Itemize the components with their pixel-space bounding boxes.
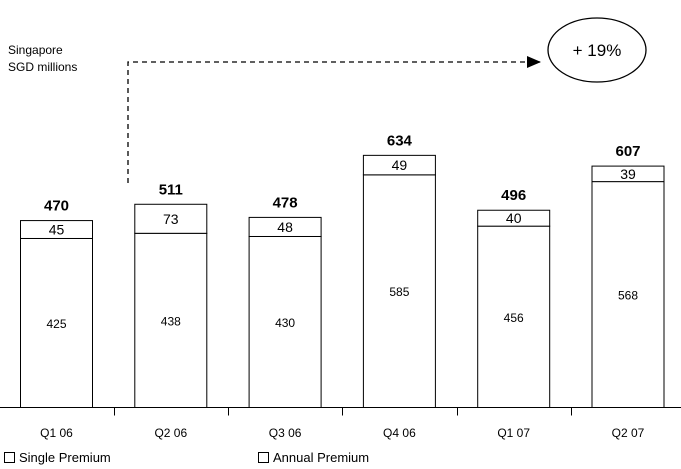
data-label-annual-premium-q4-06: 49 (392, 157, 408, 173)
bar-single-premium-q3-06 (248, 235, 322, 408)
legend-swatch-single-premium (4, 452, 15, 463)
x-tick-label-q1-06: Q1 06 (40, 426, 73, 440)
data-label-annual-premium-q2-07: 39 (620, 166, 636, 182)
data-label-single-premium-q1-06: 425 (46, 317, 66, 331)
data-label-single-premium-q4-06: 585 (389, 285, 409, 299)
bar-single-premium-q2-06 (134, 232, 208, 408)
total-label-q1-07: 496 (501, 187, 526, 204)
bar-annual-premium-q3-06 (248, 216, 322, 237)
bar-single-premium-q1-06 (20, 237, 93, 408)
bar-annual-premium-q2-07 (591, 165, 665, 183)
caption-line-1: Singapore (8, 43, 63, 57)
x-tick-label-q4-06: Q4 06 (383, 426, 416, 440)
x-tick-label-q1-07: Q1 07 (497, 426, 530, 440)
data-label-annual-premium-q3-06: 48 (277, 219, 293, 235)
total-label-q4-06: 634 (387, 132, 413, 149)
legend-label-annual-premium: Annual Premium (273, 450, 370, 465)
labels-group: 425 45 470 438 73 511 430 48 478 585 49 634 456 40 496… (44, 132, 641, 331)
x-tick-label-q3-06: Q3 06 (269, 426, 302, 440)
legend-label-single-premium: Single Premium (19, 450, 111, 465)
data-label-single-premium-q2-07: 568 (618, 289, 638, 303)
x-ticks-group: Q1 06 Q2 06 Q3 06 Q4 06 Q1 07 Q2 07 (40, 407, 645, 440)
chart-caption: Singapore SGD millions (8, 42, 77, 76)
bars-group (20, 154, 665, 408)
bar-annual-premium-q1-06 (20, 220, 93, 239)
legend-swatch-annual-premium (258, 452, 269, 463)
bar-annual-premium-q2-06 (134, 203, 208, 234)
legend-item-single-premium: Single Premium (4, 450, 111, 465)
legend-item-annual-premium: Annual Premium (258, 450, 369, 465)
data-label-annual-premium-q1-06: 45 (49, 222, 65, 238)
total-label-q3-06: 478 (273, 194, 298, 211)
data-label-single-premium-q2-06: 438 (161, 314, 181, 328)
data-label-annual-premium-q1-07: 40 (506, 210, 522, 226)
total-label-q1-06: 470 (44, 198, 69, 215)
growth-callout-text: + 19% (573, 41, 622, 60)
data-label-single-premium-q3-06: 430 (275, 316, 295, 330)
x-tick-label-q2-06: Q2 06 (154, 426, 187, 440)
growth-callout-ellipse (547, 17, 647, 83)
caption-line-2: SGD millions (8, 60, 78, 74)
x-tick-label-q2-07: Q2 07 (612, 426, 645, 440)
data-label-single-premium-q1-07: 456 (504, 311, 524, 325)
growth-arrow (127, 56, 541, 183)
bar-annual-premium-q1-07 (477, 209, 551, 227)
bar-annual-premium-q4-06 (362, 154, 436, 176)
data-label-annual-premium-q2-06: 73 (163, 211, 179, 227)
bar-single-premium-q2-07 (591, 181, 665, 408)
total-label-q2-06: 511 (159, 181, 183, 198)
total-label-q2-07: 607 (615, 143, 640, 160)
